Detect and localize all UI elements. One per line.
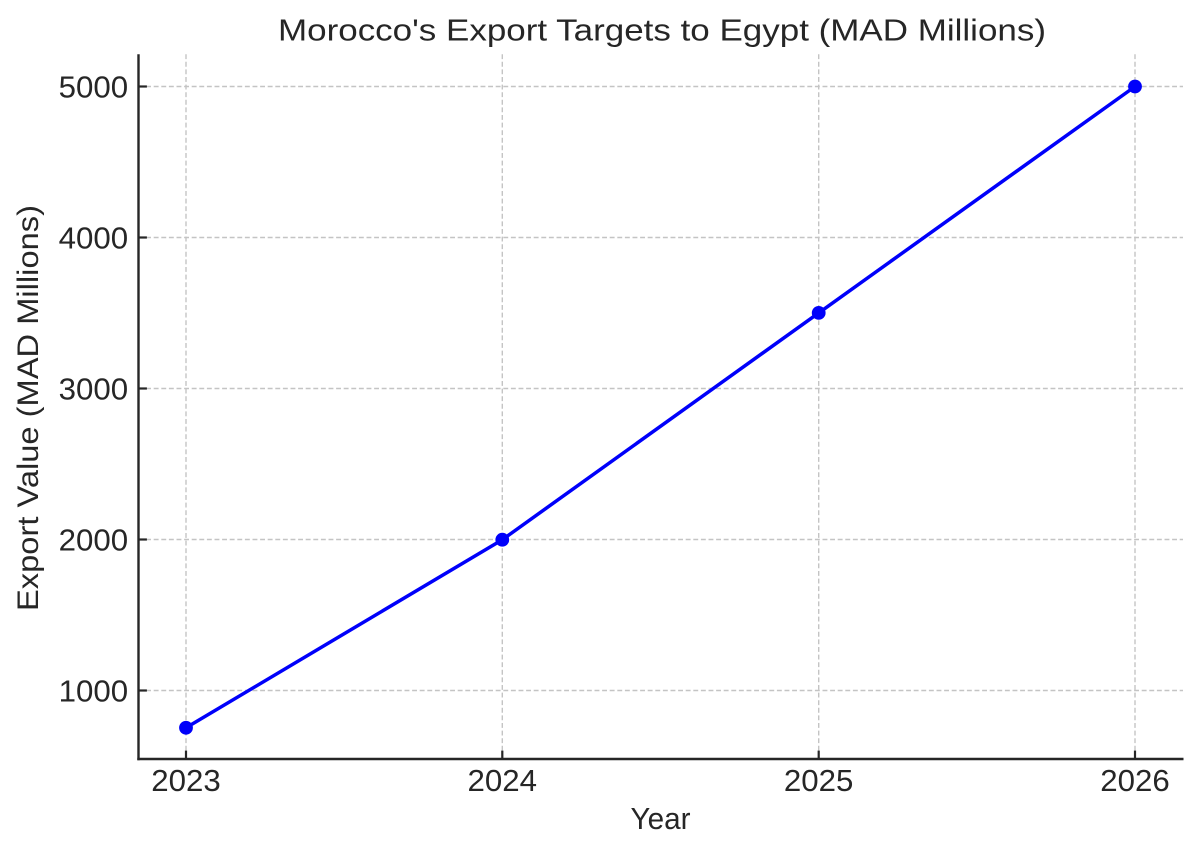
svg-text:Morocco's Export Targets to Eg: Morocco's Export Targets to Egypt (MAD M…: [278, 14, 1046, 48]
svg-text:1000: 1000: [59, 674, 129, 708]
svg-text:2023: 2023: [151, 764, 221, 798]
svg-text:Export Value (MAD Millions): Export Value (MAD Millions): [12, 205, 45, 611]
svg-text:3000: 3000: [59, 372, 129, 406]
svg-text:4000: 4000: [59, 221, 129, 255]
svg-text:5000: 5000: [59, 70, 129, 104]
svg-text:Year: Year: [631, 802, 691, 836]
svg-text:2026: 2026: [1100, 764, 1170, 798]
svg-text:2025: 2025: [784, 764, 854, 798]
svg-text:2024: 2024: [468, 764, 538, 798]
svg-text:2000: 2000: [59, 523, 129, 557]
